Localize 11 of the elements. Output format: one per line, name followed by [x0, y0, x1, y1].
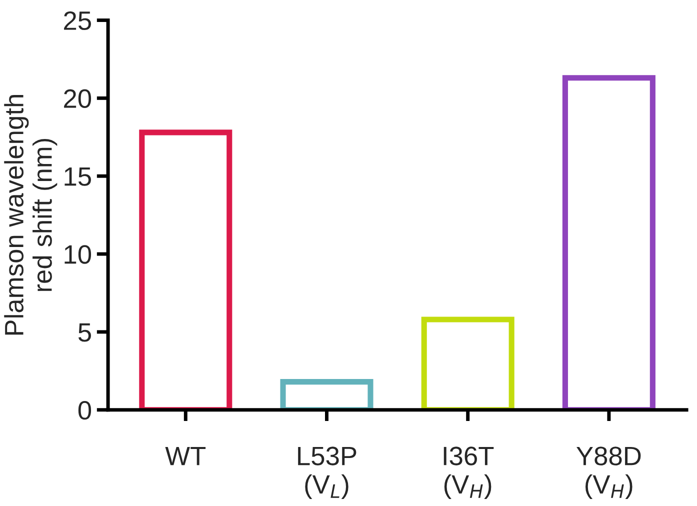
x-tick-label: L53P (V$_{L}$): [298, 446, 356, 500]
y-tick-label: 15: [64, 167, 91, 186]
y-axis-title: Plamson wavelength red shift (nm): [4, 95, 58, 335]
y-tick-label: 10: [64, 245, 92, 264]
y-tick-label: 25: [64, 11, 91, 30]
y-tick-label: 20: [64, 89, 92, 108]
x-tick-label: WT: [165, 446, 206, 466]
x-tick-label: Y88D (V$_{H}$): [576, 446, 641, 500]
x-tick-label: I36T (V$_{H}$): [444, 446, 494, 500]
y-tick-label: 0: [78, 400, 92, 420]
y-tick-label: 5: [78, 323, 91, 342]
